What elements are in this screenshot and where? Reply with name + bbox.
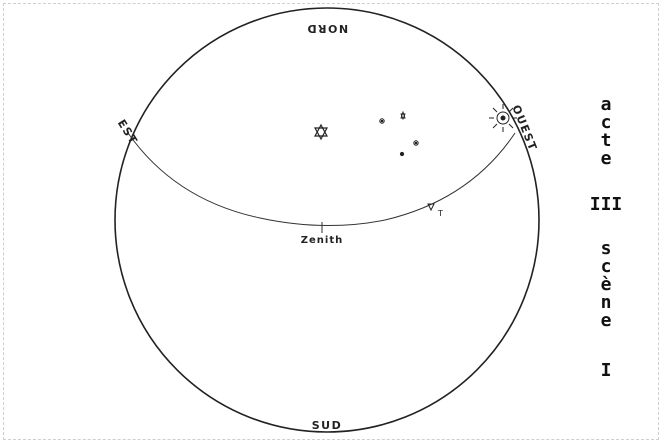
title-letter: c xyxy=(600,112,612,133)
frame-border xyxy=(3,3,659,440)
title-letter: n xyxy=(600,292,612,313)
scene-number: I xyxy=(600,360,612,381)
act-scene-title: a c t e III s c è n e I xyxy=(586,96,626,380)
zenith-label: Zenith xyxy=(301,235,343,246)
star-cluster xyxy=(379,110,419,157)
title-letter: è xyxy=(600,274,612,295)
sun-icon xyxy=(489,104,517,132)
west-label: OUEST xyxy=(509,103,539,153)
title-letter: a xyxy=(600,94,612,115)
east-label: EST xyxy=(115,117,141,147)
north-label: NORD xyxy=(306,22,348,35)
south-label: SUD xyxy=(312,419,343,432)
horizon-circle xyxy=(114,7,540,433)
star-marker-label: T xyxy=(437,209,443,218)
title-letter: e xyxy=(600,310,612,331)
title-letter: t xyxy=(600,130,612,151)
celestial-arc xyxy=(127,132,516,226)
star-marker-icon xyxy=(427,203,435,212)
title-letter: e xyxy=(600,148,612,169)
small-star-icon xyxy=(400,110,406,121)
title-letter: c xyxy=(600,256,612,277)
title-letter: s xyxy=(600,238,612,259)
hexagram-star-icon xyxy=(313,123,329,141)
small-star-icon xyxy=(379,118,385,124)
small-star-icon xyxy=(413,140,419,146)
small-star-icon xyxy=(399,151,405,157)
act-number: III xyxy=(589,194,623,215)
